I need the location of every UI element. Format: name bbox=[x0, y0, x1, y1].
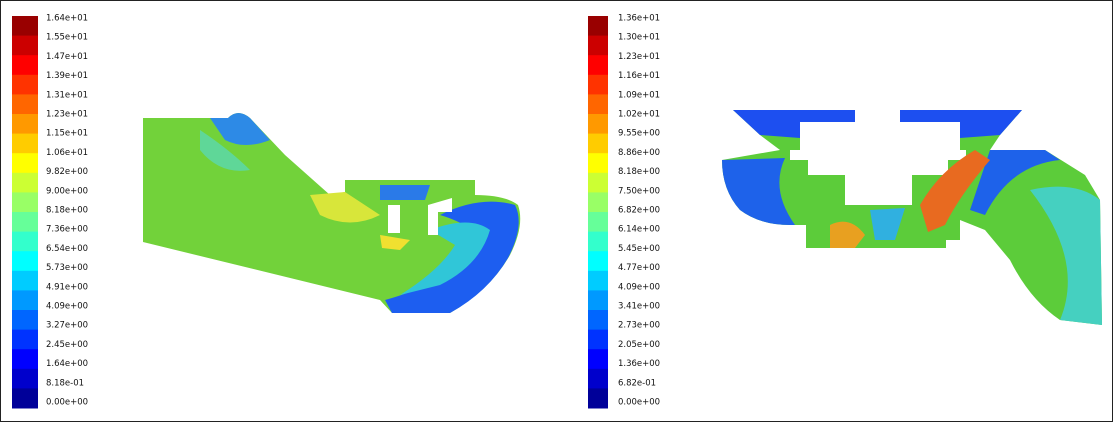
colorbar-label: 0.00e+00 bbox=[618, 398, 660, 408]
colorbar-label: 2.73e+00 bbox=[618, 321, 660, 331]
colorbar-band bbox=[588, 232, 608, 252]
colorbar-label: 5.45e+00 bbox=[618, 244, 660, 254]
page: {"panels": [ {"colorbar": {"labels": ["1… bbox=[0, 0, 1113, 423]
colorbar-label: 1.16e+01 bbox=[618, 71, 660, 81]
colorbar-label: 1.15e+01 bbox=[46, 129, 88, 139]
colorbar-band bbox=[588, 16, 608, 36]
colorbar-label: 4.91e+00 bbox=[46, 282, 88, 292]
colorbar-band bbox=[12, 232, 38, 252]
colorbar-label: 9.00e+00 bbox=[46, 186, 88, 196]
colorbar-band bbox=[588, 369, 608, 389]
colorbar-band bbox=[12, 192, 38, 212]
colorbar-label: 4.77e+00 bbox=[618, 263, 660, 273]
colorbar-band bbox=[12, 173, 38, 193]
colorbar-band bbox=[12, 114, 38, 134]
colorbar-band bbox=[12, 330, 38, 350]
colorbar-label: 9.82e+00 bbox=[46, 167, 88, 177]
colorbar-label: 8.18e+00 bbox=[46, 206, 88, 216]
colorbar-label: 1.64e+01 bbox=[46, 14, 88, 24]
colorbar-label: 1.06e+01 bbox=[46, 148, 88, 158]
colorbar-band bbox=[588, 388, 608, 408]
colorbar-label: 1.23e+01 bbox=[618, 52, 660, 62]
colorbar-label: 4.09e+00 bbox=[618, 282, 660, 292]
colorbar-label: 1.55e+01 bbox=[46, 33, 88, 43]
colorbar-band bbox=[588, 55, 608, 75]
colorbar-label: 1.39e+01 bbox=[46, 71, 88, 81]
colorbar-band bbox=[588, 173, 608, 193]
colorbar-label: 0.00e+00 bbox=[46, 398, 88, 408]
colorbar-label: 6.54e+00 bbox=[46, 244, 88, 254]
colorbar-label: 1.09e+01 bbox=[618, 90, 660, 100]
colorbar-label: 3.41e+00 bbox=[618, 302, 660, 312]
colorbar-label: 1.30e+01 bbox=[618, 33, 660, 43]
colorbar-label: 1.64e+00 bbox=[46, 359, 88, 369]
colorbar-band bbox=[588, 251, 608, 271]
colorbar-band bbox=[12, 349, 38, 369]
figure: 1.64e+01 1.55e+01 1.47e+01 1.39e+01 1.31e+01… bbox=[0, 0, 1113, 423]
colorbar-band bbox=[12, 55, 38, 75]
colorbar-label: 4.09e+00 bbox=[46, 302, 88, 312]
colorbar-band bbox=[588, 349, 608, 369]
colorbar-band bbox=[588, 94, 608, 114]
colorbar-band bbox=[588, 310, 608, 330]
colorbar-band bbox=[12, 153, 38, 173]
colorbar-label: 7.50e+00 bbox=[618, 186, 660, 196]
colorbar-band bbox=[588, 192, 608, 212]
colorbar-band bbox=[12, 271, 38, 291]
colorbar-label: 1.36e+00 bbox=[618, 359, 660, 369]
colorbar-label: 9.55e+00 bbox=[618, 129, 660, 139]
colorbar-label: 8.18e-01 bbox=[46, 378, 84, 388]
colorbar-band bbox=[588, 330, 608, 350]
colorbar-band bbox=[12, 16, 38, 36]
colorbar-band bbox=[12, 251, 38, 271]
colorbar-band bbox=[12, 212, 38, 232]
colorbar-label: 6.82e+00 bbox=[618, 206, 660, 216]
colorbar-label: 7.36e+00 bbox=[46, 225, 88, 235]
colorbar-label: 6.14e+00 bbox=[618, 225, 660, 235]
colorbar-band bbox=[588, 153, 608, 173]
colorbar-label: 2.45e+00 bbox=[46, 340, 88, 350]
colorbar-label: 1.47e+01 bbox=[46, 52, 88, 62]
colorbar-band bbox=[588, 271, 608, 291]
colorbar-band bbox=[12, 134, 38, 154]
colorbar-band bbox=[588, 36, 608, 56]
colorbar-band bbox=[588, 290, 608, 310]
colorbar-band bbox=[588, 134, 608, 154]
colorbar-band bbox=[588, 75, 608, 95]
colorbar-label: 1.02e+01 bbox=[618, 110, 660, 120]
colorbar-band bbox=[12, 369, 38, 389]
colorbar-band bbox=[12, 75, 38, 95]
colorbar-band bbox=[588, 212, 608, 232]
colorbar-band bbox=[12, 36, 38, 56]
colorbar-label: 1.23e+01 bbox=[46, 110, 88, 120]
colorbar-label: 1.31e+01 bbox=[46, 90, 88, 100]
colorbar-label: 8.18e+00 bbox=[618, 167, 660, 177]
colorbar-band bbox=[12, 310, 38, 330]
colorbar-band bbox=[12, 388, 38, 408]
colorbar-label: 1.36e+01 bbox=[618, 14, 660, 24]
colorbar-label: 5.73e+00 bbox=[46, 263, 88, 273]
colorbar-label: 2.05e+00 bbox=[618, 340, 660, 350]
colorbar-label: 6.82e-01 bbox=[618, 378, 656, 388]
colorbar-label: 3.27e+00 bbox=[46, 321, 88, 331]
colorbar-label: 8.86e+00 bbox=[618, 148, 660, 158]
colorbar-band bbox=[12, 290, 38, 310]
colorbar-band bbox=[12, 94, 38, 114]
colorbar-band bbox=[588, 114, 608, 134]
